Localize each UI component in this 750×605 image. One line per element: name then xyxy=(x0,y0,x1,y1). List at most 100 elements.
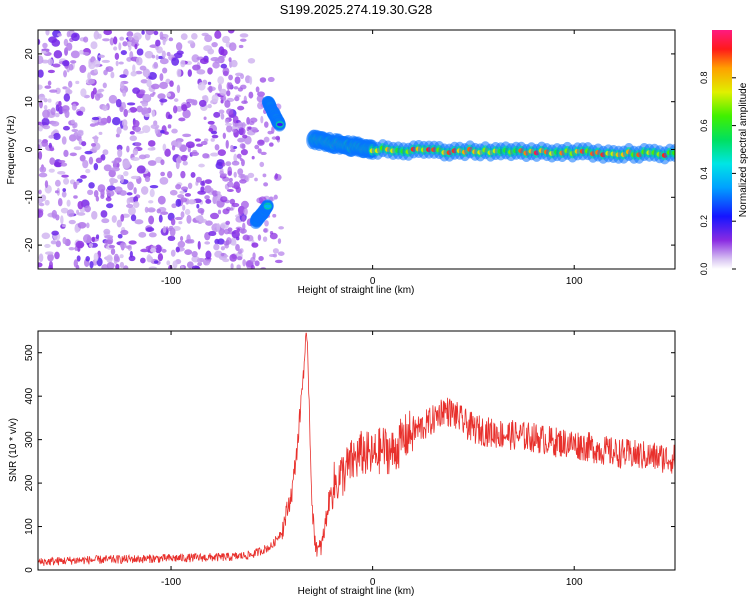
noise-blob xyxy=(66,31,71,38)
noise-blob xyxy=(44,251,54,255)
noise-blob xyxy=(145,30,155,36)
noise-blob xyxy=(133,201,140,208)
noise-blob xyxy=(95,234,100,240)
noise-blob xyxy=(166,92,172,97)
noise-blob xyxy=(126,203,134,209)
noise-blob xyxy=(75,180,80,185)
noise-blob xyxy=(207,120,215,125)
spectrogram-ytick-label: -20 xyxy=(24,237,35,252)
noise-blob xyxy=(40,194,47,202)
colorbar-tick-label: 0.2 xyxy=(699,215,709,228)
noise-blob xyxy=(214,238,220,245)
noise-blob xyxy=(140,257,146,264)
noise-blob xyxy=(271,136,277,140)
noise-blob xyxy=(123,265,129,269)
colorbar-label: Normalized spectral amplitude xyxy=(738,82,749,217)
noise-blob xyxy=(44,180,49,188)
noise-blob xyxy=(151,54,156,59)
noise-blob xyxy=(126,41,133,46)
noise-blob xyxy=(214,30,222,39)
noise-blob xyxy=(135,70,143,75)
noise-blob xyxy=(186,261,194,269)
snr-ylabel: SNR (10 * v/v) xyxy=(8,418,19,482)
noise-blob xyxy=(108,177,117,184)
noise-blob xyxy=(200,180,205,186)
noise-blob xyxy=(78,49,84,55)
noise-blob xyxy=(144,175,151,183)
snr-point xyxy=(297,439,299,441)
noise-blob xyxy=(236,153,242,159)
noise-blob xyxy=(225,139,229,149)
noise-blob xyxy=(159,58,169,65)
colorbar-tick-label: 0.0 xyxy=(699,263,709,276)
noise-blob xyxy=(262,236,268,242)
noise-blob xyxy=(51,39,61,47)
snr-point xyxy=(327,504,329,506)
noise-blob xyxy=(66,199,71,207)
noise-blob xyxy=(234,96,240,102)
noise-blob xyxy=(121,119,128,127)
noise-blob xyxy=(69,152,77,157)
noise-blob xyxy=(147,160,157,166)
noise-blob xyxy=(103,164,112,172)
noise-blob xyxy=(168,264,173,269)
noise-blob xyxy=(132,148,139,156)
noise-blob xyxy=(233,153,238,163)
noise-blob xyxy=(110,248,116,255)
noise-blob xyxy=(123,108,128,118)
noise-blob xyxy=(226,125,233,133)
ridge-core xyxy=(264,204,271,208)
noise-blob xyxy=(150,124,160,130)
snr-point xyxy=(654,456,656,458)
noise-blob xyxy=(57,170,66,175)
noise-blob xyxy=(144,206,149,213)
noise-blob xyxy=(50,240,57,245)
noise-blob xyxy=(126,145,130,153)
noise-blob xyxy=(226,188,234,192)
noise-blob xyxy=(237,168,244,176)
noise-blob xyxy=(201,95,207,101)
noise-blob xyxy=(257,148,262,154)
noise-blob xyxy=(197,82,206,91)
noise-blob xyxy=(57,198,63,207)
noise-blob xyxy=(147,140,156,147)
noise-blob xyxy=(229,148,236,153)
noise-blob xyxy=(158,214,163,223)
noise-blob xyxy=(51,230,59,236)
noise-blob xyxy=(172,260,178,269)
noise-blob xyxy=(238,210,243,217)
noise-blob xyxy=(170,249,176,257)
spectrogram-ytick-label: -10 xyxy=(24,190,35,205)
noise-blob xyxy=(76,209,80,215)
snr-point xyxy=(362,452,364,454)
noise-blob xyxy=(115,133,120,138)
noise-blob xyxy=(204,241,211,245)
noise-blob xyxy=(122,90,127,97)
noise-blob xyxy=(196,69,206,75)
noise-blob xyxy=(258,256,264,262)
noise-blob xyxy=(73,122,78,128)
noise-blob xyxy=(140,248,149,253)
noise-blob xyxy=(128,255,136,262)
noise-blob xyxy=(94,93,101,101)
noise-blob xyxy=(210,152,219,157)
noise-blob xyxy=(134,43,138,50)
noise-blob xyxy=(122,41,128,47)
noise-blob xyxy=(251,242,259,248)
noise-blob xyxy=(117,234,123,239)
noise-blob xyxy=(147,71,157,80)
noise-blob xyxy=(76,212,86,216)
noise-blob xyxy=(128,240,137,245)
noise-blob xyxy=(180,59,186,68)
noise-blob xyxy=(242,134,248,139)
noise-blob xyxy=(180,265,184,269)
snr-point xyxy=(301,387,303,389)
snr-point xyxy=(110,559,112,561)
noise-blob xyxy=(54,251,60,260)
noise-blob xyxy=(272,213,277,218)
noise-blob xyxy=(224,118,230,124)
noise-blob xyxy=(140,79,148,84)
noise-blob xyxy=(274,173,278,180)
noise-blob xyxy=(197,190,206,195)
noise-blob xyxy=(77,200,84,210)
